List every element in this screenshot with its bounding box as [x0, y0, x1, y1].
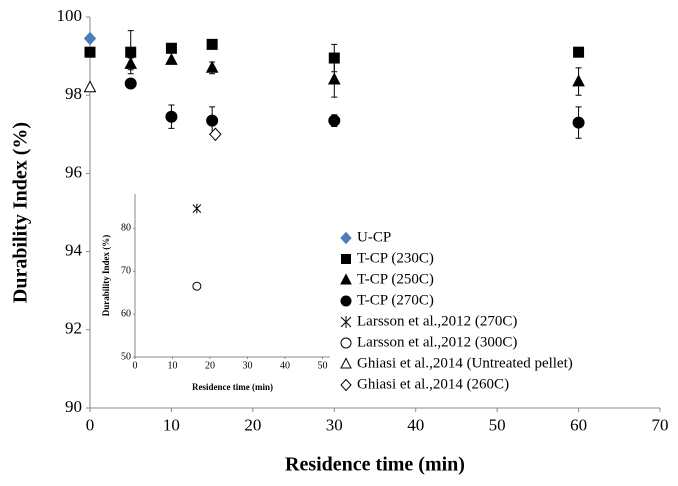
point: [572, 74, 585, 87]
y-tick-label: 50: [121, 351, 131, 362]
legend-label: T-CP (250C): [357, 271, 434, 287]
x-tick-label: 60: [570, 415, 587, 434]
point: [165, 110, 178, 123]
legend-label: Ghiasi et al.,2014 (260C): [357, 376, 509, 392]
legend-marker: [341, 254, 351, 264]
point: [83, 31, 97, 46]
y-tick-label: 60: [121, 308, 131, 319]
point: [192, 203, 202, 214]
legend-label: U-CP: [357, 229, 391, 245]
x-tick-label: 50: [318, 360, 328, 371]
y-tick-label: 92: [65, 319, 82, 338]
x-tick-label: 30: [243, 360, 253, 371]
point: [327, 72, 341, 85]
legend-marker: [340, 295, 352, 307]
point: [192, 281, 202, 291]
x-tick-label: 20: [244, 415, 261, 434]
point: [573, 46, 585, 58]
legend-marker: [340, 378, 352, 392]
x-tick-label: 0: [86, 415, 95, 434]
legend-marker: [340, 357, 352, 369]
y-axis-title: Durability Index (%): [101, 235, 111, 317]
x-tick-label: 10: [163, 415, 180, 434]
y-tick-label: 100: [57, 6, 83, 25]
legend-label: T-CP (230C): [357, 250, 434, 266]
point: [124, 77, 137, 90]
x-axis-title: Residence time (min): [192, 382, 273, 392]
x-tick-label: 0: [133, 360, 138, 371]
legend-marker: [340, 316, 352, 328]
legend-label: Larsson et al.,2012 (300C): [357, 334, 517, 350]
point: [328, 114, 341, 127]
point: [206, 114, 219, 127]
x-tick-label: 50: [489, 415, 506, 434]
legend-marker: [340, 337, 352, 349]
x-tick-label: 30: [326, 415, 343, 434]
point: [84, 46, 96, 58]
legend-marker: [340, 273, 352, 285]
legend-label: Ghiasi et al.,2014 (Untreated pellet): [357, 355, 573, 371]
y-tick-label: 80: [121, 223, 131, 234]
point: [572, 116, 585, 129]
legend-label: Larsson et al.,2012 (270C): [357, 313, 517, 329]
y-tick-label: 94: [65, 241, 83, 260]
y-tick-label: 70: [121, 266, 131, 277]
point: [165, 52, 178, 65]
point: [83, 80, 97, 93]
x-tick-label: 20: [205, 360, 215, 371]
point: [206, 38, 218, 50]
point: [328, 52, 340, 64]
x-axis-title: Residence time (min): [285, 454, 465, 476]
x-tick-label: 40: [280, 360, 290, 371]
x-tick-label: 40: [407, 415, 424, 434]
point: [125, 46, 137, 58]
legend-marker: [340, 231, 352, 245]
y-tick-label: 96: [65, 162, 82, 181]
point: [124, 56, 138, 69]
point: [205, 60, 219, 73]
x-tick-label: 70: [652, 415, 669, 434]
y-axis-title: Durability Index (%): [10, 122, 32, 303]
point: [209, 127, 222, 142]
legend-label: T-CP (270C): [357, 292, 434, 308]
y-tick-label: 90: [65, 397, 82, 416]
x-tick-label: 10: [168, 360, 178, 371]
y-tick-label: 98: [65, 84, 82, 103]
point: [165, 42, 177, 54]
